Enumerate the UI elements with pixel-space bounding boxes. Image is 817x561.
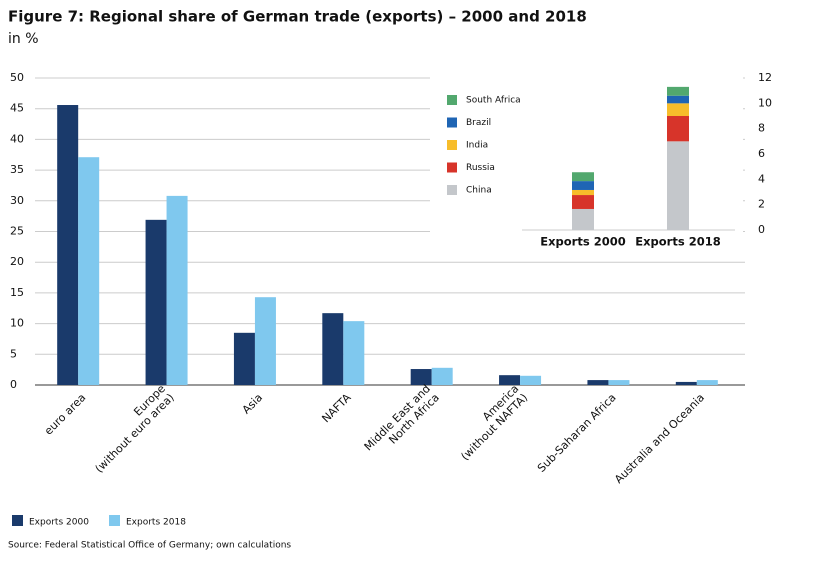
x-tick-label: Exports 2000 (540, 235, 625, 249)
bar (696, 380, 718, 385)
legend-label: South Africa (466, 96, 521, 106)
bar (57, 105, 79, 386)
x-tick-label: euro area (42, 391, 89, 438)
x-tick-label: America(without NAFTA) (449, 382, 530, 463)
bar (608, 380, 630, 385)
x-tick-label: Europe(without euro area) (84, 382, 177, 475)
stacked-bar (667, 141, 689, 230)
bar (78, 157, 100, 385)
bar (145, 219, 167, 385)
y-tick-label: 0 (10, 378, 17, 391)
bar (431, 367, 453, 385)
x-tick-label: Sub-Saharan Africa (535, 391, 619, 475)
x-tick-label: Australia and Oceania (612, 391, 707, 486)
legend-label: Exports 2018 (126, 518, 186, 528)
legend-swatch (447, 95, 457, 105)
chart-subtitle: in % (8, 31, 39, 47)
bar (233, 332, 255, 385)
stacked-bar (667, 116, 689, 142)
legend-swatch (109, 515, 120, 526)
y-tick-label: 25 (10, 225, 24, 238)
legend-swatch (447, 185, 457, 195)
source-note: Source: Federal Statistical Office of Ge… (8, 541, 291, 551)
bar (587, 380, 609, 385)
y-tick-label: 12 (758, 71, 772, 84)
x-tick-label: Asia (240, 391, 266, 417)
y-tick-label: 6 (758, 147, 765, 160)
bar (410, 369, 432, 385)
legend-label: Brazil (466, 118, 491, 128)
y-tick-label: 10 (10, 317, 24, 330)
legend-swatch (12, 515, 23, 526)
bar (343, 321, 365, 385)
y-tick-label: 40 (10, 132, 24, 145)
y-tick-label: 4 (758, 172, 765, 185)
bar (675, 381, 697, 385)
y-tick-label: 5 (10, 347, 17, 360)
legend-label: India (466, 141, 488, 151)
stacked-bar (572, 172, 594, 182)
y-tick-label: 35 (10, 163, 24, 176)
bar (254, 297, 276, 385)
bar (166, 195, 188, 385)
chart-title: Figure 7: Regional share of German trade… (8, 8, 587, 26)
stacked-bar (667, 86, 689, 96)
y-tick-label: 0 (758, 223, 765, 236)
stacked-bar (572, 181, 594, 190)
bar (499, 375, 521, 385)
y-tick-label: 15 (10, 286, 24, 299)
y-tick-label: 10 (758, 96, 772, 109)
stacked-bar (667, 95, 689, 104)
legend-label: Exports 2000 (29, 518, 89, 528)
x-tick-label: NAFTA (319, 391, 353, 425)
y-tick-label: 8 (758, 122, 765, 135)
bar (322, 313, 344, 385)
stacked-bar (572, 189, 594, 196)
stacked-bar (572, 195, 594, 209)
legend-swatch (447, 117, 457, 128)
y-tick-label: 20 (10, 255, 24, 268)
stacked-bar (667, 103, 689, 116)
bar (520, 375, 542, 385)
x-tick-label: Middle East andNorth Africa (362, 382, 442, 462)
stacked-bar (572, 208, 594, 230)
y-tick-label: 2 (758, 198, 765, 211)
legend-swatch (447, 140, 457, 150)
legend-label: Russia (466, 163, 495, 173)
legend-label: China (466, 186, 492, 196)
x-tick-label: Exports 2018 (635, 235, 720, 249)
y-tick-label: 45 (10, 102, 24, 115)
y-tick-label: 30 (10, 194, 24, 207)
legend-swatch (447, 162, 457, 173)
y-tick-label: 50 (10, 71, 24, 84)
